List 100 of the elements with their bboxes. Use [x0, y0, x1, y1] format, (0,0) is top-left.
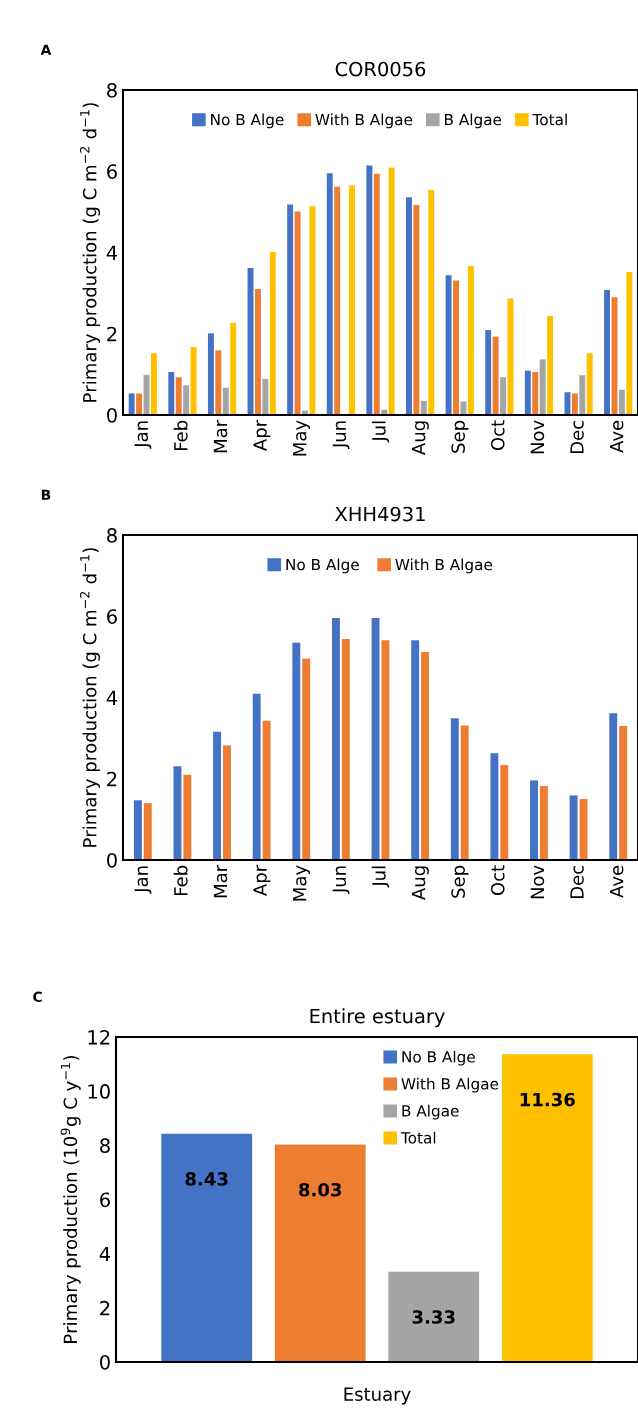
- y-tick-label: 6: [107, 609, 117, 624]
- x-tick-label: Jul: [371, 866, 390, 888]
- bar: [302, 658, 311, 860]
- bar: [413, 204, 420, 415]
- x-tick-label: Nov: [530, 420, 545, 454]
- x-tick-label: Apr: [253, 864, 271, 896]
- bar: [381, 640, 390, 860]
- x-tick-label: Nov: [530, 865, 545, 899]
- legend-label: No B Alge: [286, 558, 359, 574]
- bar: [161, 1133, 253, 1362]
- legend-label: Total: [400, 1131, 436, 1144]
- legend-label: With B Algae: [315, 113, 413, 129]
- x-tick-label: Aug: [411, 866, 429, 900]
- bar: [136, 393, 143, 415]
- legend-label: No B Alge: [211, 113, 284, 129]
- y-tick-label: 8: [100, 1138, 110, 1153]
- bar: [619, 725, 628, 860]
- y-tick-label: 6: [100, 1192, 110, 1208]
- bar: [334, 186, 341, 415]
- data-label: 8.43: [185, 1172, 228, 1186]
- x-tick-label: Sep: [451, 865, 469, 898]
- bar: [215, 350, 222, 415]
- bar: [604, 289, 611, 415]
- bar: [586, 353, 593, 415]
- bar: [453, 280, 459, 415]
- x-tick-label: Apr: [253, 419, 271, 451]
- data-label: 8.03: [299, 1182, 342, 1197]
- bar: [294, 211, 301, 415]
- x-tick-label: Dec: [570, 420, 584, 454]
- bar: [183, 385, 190, 415]
- y-tick-label: 8: [107, 527, 117, 543]
- x-tick-label: Ave: [610, 865, 624, 898]
- x-tick-label: Feb: [173, 865, 188, 896]
- y-tick-label: 2: [100, 1300, 110, 1316]
- x-tick-label: Estuary: [344, 1387, 411, 1405]
- bar: [213, 731, 222, 860]
- bar: [524, 370, 531, 415]
- legend-label: B Algae: [444, 113, 502, 129]
- x-tick-label: Jan: [134, 866, 152, 894]
- bar: [547, 315, 554, 415]
- bar: [569, 795, 578, 860]
- bar: [366, 165, 373, 415]
- bar: [287, 204, 294, 415]
- bar: [500, 764, 509, 860]
- x-tick-label: Aug: [411, 421, 429, 455]
- text: B: [41, 489, 51, 500]
- bar: [269, 252, 276, 415]
- bar: [501, 1054, 593, 1362]
- bar: [262, 720, 271, 860]
- x-tick-label: Sep: [451, 420, 469, 453]
- bar: [532, 371, 539, 415]
- x-tick-label: Mar: [213, 864, 228, 898]
- bar: [262, 378, 269, 415]
- bar: [373, 173, 380, 415]
- bar: [388, 1271, 480, 1362]
- bar: [341, 639, 350, 860]
- legend-label: No B Alge: [402, 1050, 475, 1066]
- bar: [530, 780, 538, 860]
- chart-title: Entire estuary: [310, 1008, 445, 1028]
- bar: [564, 392, 571, 415]
- legend-label: B Algae: [402, 1104, 459, 1120]
- x-tick-label: May: [293, 420, 311, 456]
- bar: [168, 371, 175, 415]
- bar: [150, 353, 157, 415]
- bar: [420, 400, 427, 415]
- y-axis-title: Primary production (10$^{9}$g C y$^{−1}$): [60, 1056, 81, 1343]
- bar: [175, 377, 182, 415]
- bar: [371, 617, 380, 860]
- bar: [207, 333, 214, 415]
- y-tick-label: 8: [107, 82, 117, 98]
- bar: [490, 753, 499, 860]
- x-tick-label: Jun: [332, 866, 350, 895]
- bar: [421, 652, 430, 860]
- legend-label: With B Algae: [401, 1077, 499, 1093]
- bar: [579, 375, 586, 415]
- chart-title: XHH4931: [335, 506, 425, 522]
- bar: [539, 359, 546, 415]
- legend-label: Total: [532, 113, 567, 126]
- y-tick-label: 12: [88, 1029, 110, 1045]
- y-tick-label: 0: [107, 407, 117, 423]
- data-label: 3.33: [412, 1310, 455, 1324]
- x-tick-label: May: [293, 865, 311, 901]
- y-tick-label: 2: [107, 326, 117, 342]
- bar: [500, 377, 507, 415]
- bar: [254, 289, 261, 415]
- y-tick-label: 0: [107, 852, 117, 868]
- bar: [230, 322, 237, 415]
- y-axis-title: Primary production (g C m$^{−2}$ d$^{−1}$): [79, 548, 101, 847]
- x-tick-label: Oct: [490, 865, 505, 896]
- bar: [292, 642, 301, 860]
- x-tick-label: Mar: [213, 419, 228, 453]
- bar: [445, 275, 452, 415]
- bar: [274, 1144, 366, 1362]
- bar: [309, 206, 316, 415]
- bar: [467, 265, 474, 415]
- data-label: 11.36: [520, 1092, 575, 1107]
- bar: [609, 713, 618, 860]
- y-tick-label: 4: [106, 245, 118, 260]
- bar: [460, 401, 467, 415]
- bar: [143, 803, 152, 860]
